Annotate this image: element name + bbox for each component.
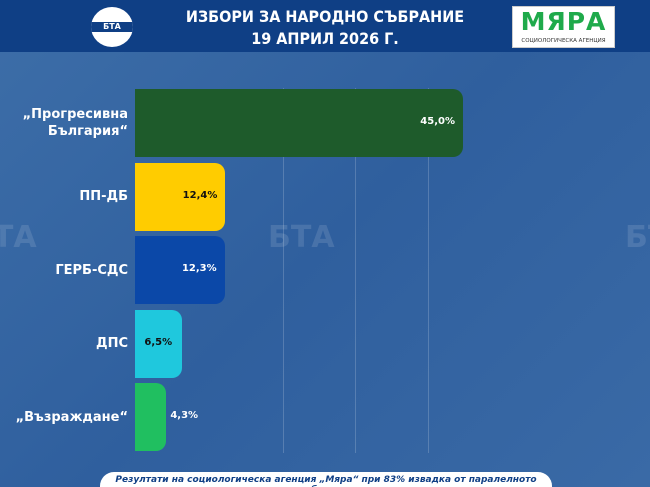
bta-watermark: БТА	[625, 220, 650, 255]
source-note: Резултати на социологическа агенция „Мяр…	[100, 472, 552, 487]
data-label: 4,3%	[170, 410, 199, 421]
title-line1: ИЗБОРИ ЗА НАРОДНО СЪБРАНИЕ	[185, 7, 465, 26]
bar	[135, 309, 183, 378]
title-line2: 19 АПРИЛ 2026 Г.	[251, 29, 399, 48]
data-label: 45,0%	[420, 116, 455, 127]
data-label: 12,3%	[181, 263, 217, 274]
bta-watermark: БТА	[268, 220, 335, 255]
gridline	[355, 88, 356, 453]
bar	[135, 236, 225, 304]
bar	[135, 89, 463, 157]
header: БТА ИЗБОРИ ЗА НАРОДНО СЪБРАНИЕ 19 АПРИЛ …	[0, 0, 650, 52]
bta-watermark: БТА	[0, 220, 37, 255]
data-label: 12,4%	[182, 189, 218, 201]
bta-logo: БТА	[91, 7, 133, 47]
category-label: „Възраждане“	[15, 409, 128, 425]
bar	[135, 383, 167, 451]
gridline	[428, 88, 429, 453]
page-title: ИЗБОРИ ЗА НАРОДНО СЪБРАНИЕ 19 АПРИЛ 2026…	[150, 6, 500, 50]
category-label: ГЕРБ-СДС	[55, 262, 128, 278]
category-label: ПП-ДБ	[79, 189, 128, 204]
data-label: 6,5%	[144, 336, 173, 348]
myara-logo: МЯРА СОЦИОЛОГИЧЕСКА АГЕНЦИЯ	[512, 6, 615, 48]
category-label: „Прогресивна България“	[22, 107, 128, 139]
bar	[135, 162, 226, 231]
gridline	[283, 88, 284, 453]
category-label: ДПС	[96, 336, 128, 351]
